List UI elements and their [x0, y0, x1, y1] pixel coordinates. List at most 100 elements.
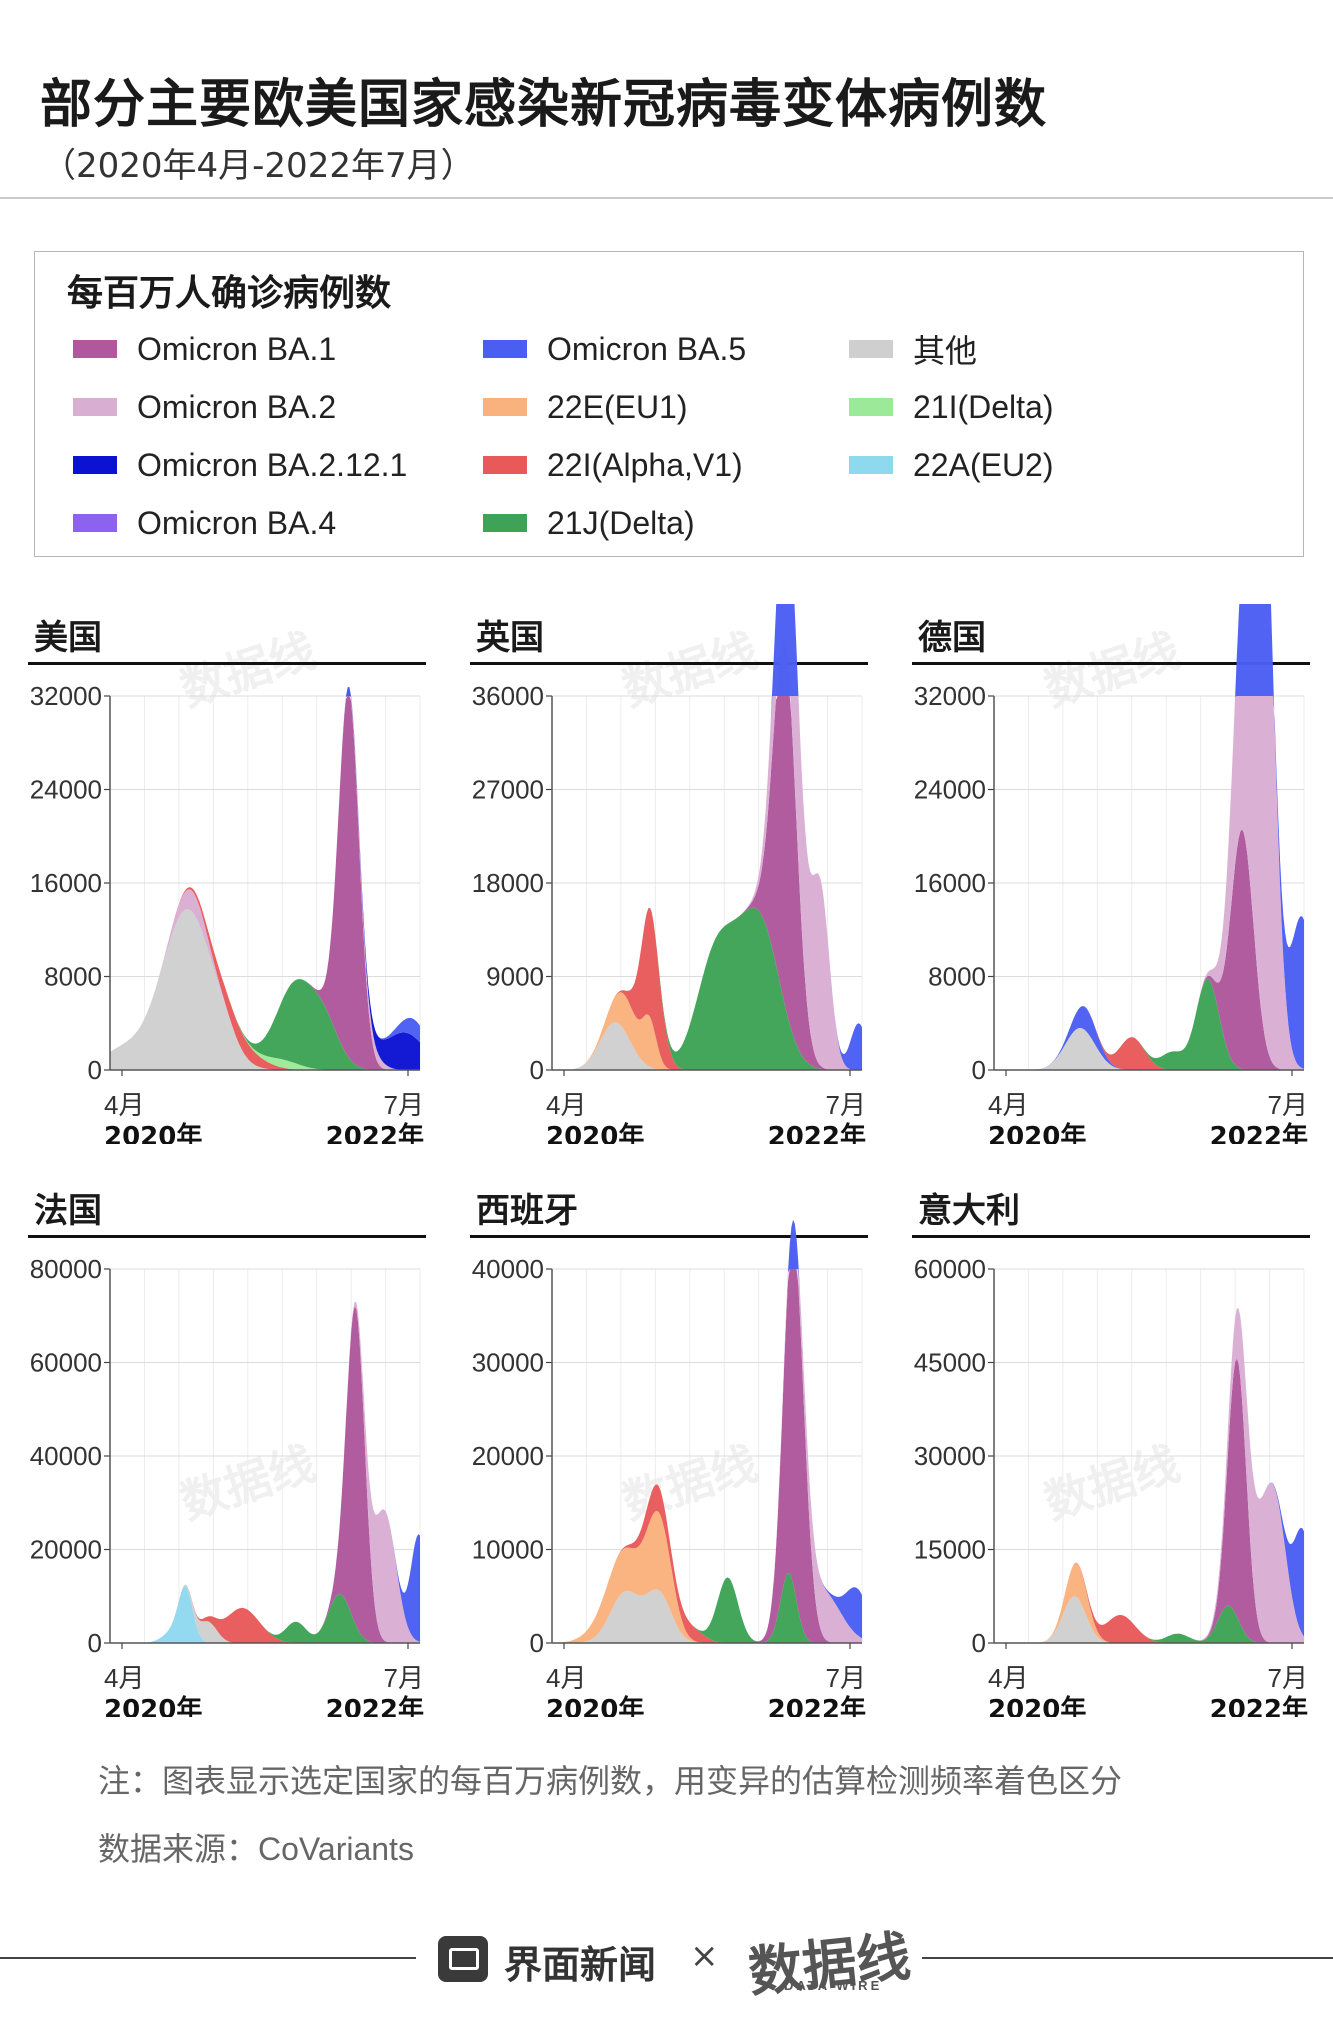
x-year-label: 2020年 [988, 1121, 1086, 1144]
legend-label: Omicron BA.5 [547, 330, 747, 367]
legend-swatch [73, 398, 117, 416]
x-year-label: 2020年 [546, 1694, 644, 1717]
legend-swatch [483, 398, 527, 416]
area-series [552, 992, 862, 1070]
area-series [994, 1562, 1304, 1643]
x-tick-label: 4月 [104, 1663, 144, 1693]
y-tick-label: 32000 [30, 681, 102, 711]
chart-panel-us: 数据线 美国 0 8000 16000 24000 32000 4月 7月 2020年 2022… [28, 604, 428, 1144]
x-tick-label: 4月 [104, 1090, 144, 1120]
panel-title: 意大利 [918, 1191, 1020, 1231]
y-tick-label: 0 [88, 1628, 102, 1658]
legend-item: 22E(EU1) [483, 387, 688, 427]
chart-panel-fr: 数据线 法国 0 20000 40000 60000 80000 4月 7月 2020年 202… [28, 1177, 428, 1717]
chart: 0 15000 30000 45000 60000 4月 7月 2020年 2022年 [914, 1254, 1308, 1717]
area-series [552, 1269, 862, 1643]
area-series [552, 1589, 862, 1643]
legend-swatch [849, 398, 893, 416]
y-tick-label: 10000 [472, 1535, 544, 1565]
legend-label: 22A(EU2) [913, 446, 1054, 483]
legend-item: Omicron BA.2.12.1 [73, 445, 407, 485]
panel-title: 西班牙 [476, 1191, 578, 1231]
legend-swatch [849, 456, 893, 474]
area-series [110, 1586, 420, 1643]
area-series [552, 1510, 862, 1643]
area-series [110, 1302, 420, 1643]
x-year-label: 2020年 [988, 1694, 1086, 1717]
legend-swatch [73, 514, 117, 532]
area-series [994, 829, 1304, 1070]
area-series [110, 1584, 420, 1643]
y-tick-label: 0 [88, 1055, 102, 1085]
legend-swatch [483, 514, 527, 532]
y-tick-label: 8000 [44, 962, 102, 992]
legend-label: 21J(Delta) [547, 504, 695, 541]
y-tick-label: 16000 [30, 868, 102, 898]
y-tick-label: 27000 [472, 775, 544, 805]
area-series [552, 907, 862, 1070]
data-source-name: CoVariants [258, 1831, 414, 1867]
legend: 每百万人确诊病例数 Omicron BA.1 Omicron BA.2 Omic… [34, 251, 1304, 557]
chart-panel-uk: 数据线 英国 0 9000 18000 27000 36000 4月 7月 2020年 2022… [470, 604, 870, 1144]
chart-note: 注：图表显示选定国家的每百万病例数，用变异的估算检测频率着色区分 [98, 1762, 1123, 1800]
legend-label: Omicron BA.2 [137, 388, 337, 425]
y-tick-label: 60000 [914, 1254, 986, 1284]
y-tick-label: 32000 [914, 681, 986, 711]
area-series [994, 1027, 1304, 1070]
panel-title: 德国 [918, 618, 986, 658]
legend-swatch [73, 340, 117, 358]
y-tick-label: 40000 [30, 1441, 102, 1471]
legend-title: 每百万人确诊病例数 [67, 273, 392, 314]
panel-title: 法国 [34, 1191, 102, 1231]
panel-title-rule [470, 1235, 868, 1238]
y-tick-label: 0 [530, 1055, 544, 1085]
footer-times: × [690, 1936, 719, 1976]
legend-label: Omicron BA.1 [137, 330, 337, 367]
area-series [994, 1358, 1304, 1643]
y-tick-label: 15000 [914, 1535, 986, 1565]
area-series [552, 639, 862, 1070]
x-tick-label: 7月 [826, 1663, 866, 1693]
chart: 0 8000 16000 24000 32000 4月 7月 2020年 2022年 [30, 681, 424, 1144]
area-series [994, 1006, 1304, 1070]
legend-item: 22I(Alpha,V1) [483, 445, 743, 485]
y-tick-label: 60000 [30, 1348, 102, 1378]
x-year-label: 2022年 [1210, 1121, 1308, 1144]
legend-label: 22E(EU1) [547, 388, 688, 425]
x-year-label: 2022年 [326, 1694, 424, 1717]
area-series [552, 696, 862, 1070]
x-tick-label: 7月 [1268, 1663, 1308, 1693]
chart: 0 10000 20000 30000 40000 4月 7月 2020年 2022年 [472, 1219, 866, 1717]
legend-item: Omicron BA.5 [483, 329, 746, 369]
y-tick-label: 40000 [472, 1254, 544, 1284]
chart-panel-de: 数据线 德国 0 8000 16000 24000 32000 4月 7月 2020年 2022… [912, 604, 1312, 1144]
legend-item: 其他 [849, 329, 977, 369]
x-year-label: 2020年 [104, 1121, 202, 1144]
x-tick-label: 4月 [546, 1090, 586, 1120]
legend-swatch [483, 340, 527, 358]
y-tick-label: 36000 [472, 681, 544, 711]
x-tick-label: 4月 [988, 1090, 1028, 1120]
chart: 0 20000 40000 60000 80000 4月 7月 2020年 2022年 [30, 1254, 424, 1717]
header-divider [0, 197, 1333, 199]
legend-item: 22A(EU2) [849, 445, 1054, 485]
x-year-label: 2020年 [546, 1121, 644, 1144]
legend-item: 21I(Delta) [849, 387, 1054, 427]
y-tick-label: 0 [972, 1628, 986, 1658]
y-tick-label: 20000 [472, 1441, 544, 1471]
chart: 0 9000 18000 27000 36000 4月 7月 2020年 2022年 [472, 604, 866, 1144]
y-tick-label: 18000 [472, 868, 544, 898]
area-series [552, 1022, 862, 1070]
footer-line-right [922, 1957, 1333, 1959]
x-year-label: 2022年 [768, 1121, 866, 1144]
panel-title-rule [28, 662, 426, 665]
page-subtitle: （2020年4月-2022年7月） [42, 146, 475, 186]
legend-label: Omicron BA.4 [137, 504, 337, 541]
y-tick-label: 8000 [928, 962, 986, 992]
footer-brand: 界面新闻 [504, 1943, 657, 1987]
area-series [994, 1308, 1304, 1643]
x-tick-label: 4月 [546, 1663, 586, 1693]
y-tick-label: 20000 [30, 1535, 102, 1565]
y-tick-label: 45000 [914, 1348, 986, 1378]
legend-label: Omicron BA.2.12.1 [137, 446, 408, 483]
